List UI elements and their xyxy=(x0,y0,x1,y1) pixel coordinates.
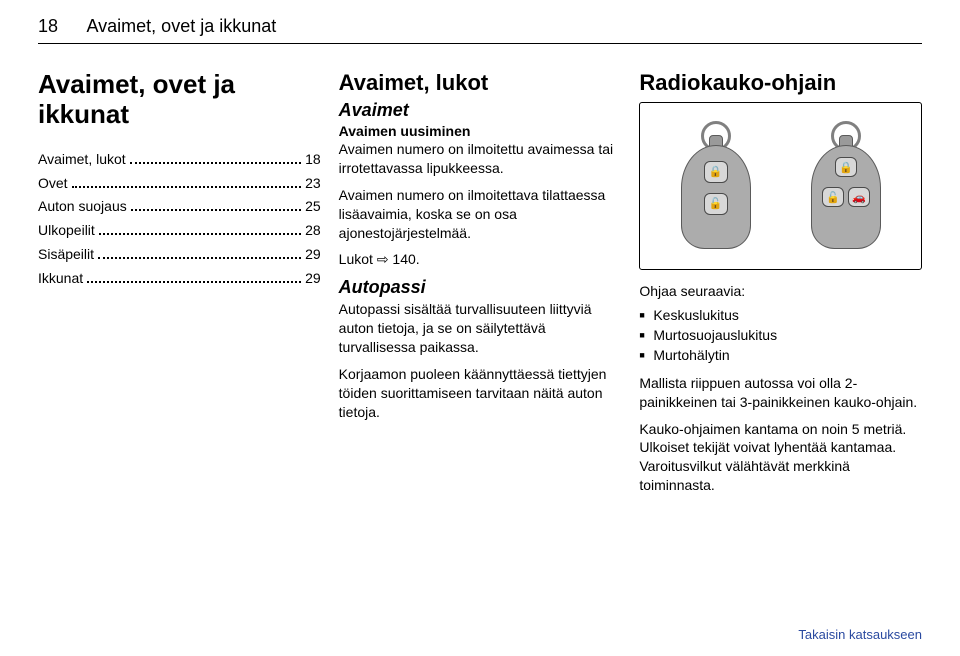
fob-button-lock-icon: 🔒 xyxy=(835,157,857,177)
toc-item[interactable]: Sisäpeilit 29 xyxy=(38,243,321,267)
paragraph-heading-key-renewal: Avaimen uusiminen xyxy=(339,123,622,139)
fob-button-unlock-icon: 🔓 xyxy=(822,187,844,207)
toc-item[interactable]: Ulkopeilit 28 xyxy=(38,219,321,243)
feature-list: Keskuslukitus Murtosuojauslukitus Murtoh… xyxy=(639,305,922,366)
toc-leader-dots xyxy=(130,153,301,164)
toc-page: 18 xyxy=(305,148,321,172)
toc-leader-dots xyxy=(87,272,301,283)
toc-label: Auton suojaus xyxy=(38,195,127,219)
toc-item[interactable]: Ovet 23 xyxy=(38,172,321,196)
toc-page: 29 xyxy=(305,267,321,291)
toc-leader-dots xyxy=(99,224,301,235)
keyfob-3-button: 🔒 🔓 🚗 xyxy=(803,121,889,251)
toc-leader-dots xyxy=(72,176,302,187)
column-middle: Avaimet, lukot Avaimet Avaimen uusiminen… xyxy=(339,66,622,606)
running-title: Avaimet, ovet ja ikkunat xyxy=(86,16,276,36)
toc-list: Avaimet, lukot 18 Ovet 23 Auton suojaus … xyxy=(38,148,321,291)
fob-button-unlock-icon: 🔓 xyxy=(704,193,728,215)
fob-button-lock-icon: 🔒 xyxy=(704,161,728,183)
subsection-heading-keys: Avaimet xyxy=(339,100,622,121)
text: Lukot xyxy=(339,251,377,267)
toc-label: Sisäpeilit xyxy=(38,243,94,267)
body-text: Avaimen numero on ilmoitettava tilattaes… xyxy=(339,186,622,243)
subsection-heading-autopass: Autopassi xyxy=(339,277,622,298)
list-item: Murtosuojauslukitus xyxy=(639,325,922,345)
fob-button-car-icon: 🚗 xyxy=(848,187,870,207)
toc-label: Ovet xyxy=(38,172,68,196)
column-right: Radiokauko-ohjain 🔒 🔓 🔒 🔓 🚗 Ohjaa seuraa… xyxy=(639,66,922,606)
keyfob-figure: 🔒 🔓 🔒 🔓 🚗 xyxy=(639,102,922,270)
toc-item[interactable]: Auton suojaus 25 xyxy=(38,195,321,219)
text: 140. xyxy=(389,251,420,267)
toc-leader-dots xyxy=(131,200,301,211)
page-number: 18 xyxy=(38,16,58,36)
body-text: Mallista riippuen autossa voi olla 2-pai… xyxy=(639,374,922,412)
toc-label: Ikkunat xyxy=(38,267,83,291)
body-text: Korjaamon puoleen käännyttäessä tiettyje… xyxy=(339,365,622,422)
content-area: Avaimet, ovet ja ikkunat Avaimet, lukot … xyxy=(38,66,922,606)
list-intro: Ohjaa seuraavia: xyxy=(639,282,922,301)
toc-page: 25 xyxy=(305,195,321,219)
list-item: Murtohälytin xyxy=(639,345,922,365)
toc-page: 28 xyxy=(305,219,321,243)
toc-label: Ulkopeilit xyxy=(38,219,95,243)
toc-item[interactable]: Ikkunat 29 xyxy=(38,267,321,291)
toc-leader-dots xyxy=(98,248,301,259)
crossref-arrow-icon: ⇨ xyxy=(377,251,389,267)
section-heading-remote: Radiokauko-ohjain xyxy=(639,70,922,96)
back-to-overview-link[interactable]: Takaisin katsaukseen xyxy=(798,627,922,642)
body-text: Autopassi sisältää turvallisuuteen liitt… xyxy=(339,300,622,357)
keyfob-2-button: 🔒 🔓 xyxy=(673,121,759,251)
body-text: Avaimen numero on ilmoitettu avaimessa t… xyxy=(339,140,622,178)
page-header: 18 Avaimet, ovet ja ikkunat xyxy=(38,16,922,44)
toc-page: 29 xyxy=(305,243,321,267)
toc-item[interactable]: Avaimet, lukot 18 xyxy=(38,148,321,172)
body-text: Lukot ⇨ 140. xyxy=(339,250,622,269)
toc-label: Avaimet, lukot xyxy=(38,148,126,172)
column-toc: Avaimet, ovet ja ikkunat Avaimet, lukot … xyxy=(38,66,321,606)
section-heading-keys-locks: Avaimet, lukot xyxy=(339,70,622,96)
body-text: Kauko-ohjaimen kantama on noin 5 metriä.… xyxy=(639,420,922,496)
toc-page: 23 xyxy=(305,172,321,196)
list-item: Keskuslukitus xyxy=(639,305,922,325)
chapter-title: Avaimet, ovet ja ikkunat xyxy=(38,70,321,130)
